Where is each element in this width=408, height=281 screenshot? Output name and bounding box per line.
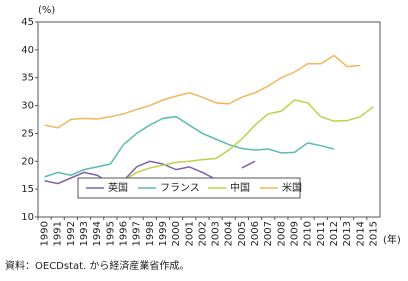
- x-tick-label: 2007: [263, 221, 274, 246]
- y-tick-label: 45: [21, 17, 34, 28]
- x-tick-label: 2011: [316, 221, 327, 246]
- y-unit: (%): [38, 5, 55, 16]
- x-tick-label: 1996: [119, 221, 130, 246]
- x-tick-label: 1999: [158, 221, 169, 246]
- x-tick-label: 2014: [355, 221, 366, 246]
- y-tick-label: 25: [21, 128, 34, 139]
- y-tick-label: 15: [21, 184, 34, 195]
- y-tick-label: 30: [21, 101, 34, 112]
- x-tick-label: 1994: [92, 221, 103, 246]
- x-tick-label: 2010: [303, 221, 314, 246]
- y-tick-label: 40: [21, 45, 34, 56]
- y-tick-label: 35: [21, 73, 34, 84]
- legend-label: 米国: [282, 181, 302, 194]
- legend-label: 英国: [108, 181, 128, 194]
- x-tick-label: 1990: [40, 221, 51, 246]
- line-series: [110, 99, 374, 185]
- line-series: [44, 160, 256, 185]
- x-tick-label: 2003: [211, 221, 222, 246]
- x-tick-label: 2012: [329, 221, 340, 246]
- line-series: [44, 115, 335, 178]
- y-tick-label: 10: [21, 212, 34, 223]
- x-unit: (年): [383, 233, 401, 246]
- legend-label: フランス: [160, 182, 200, 194]
- x-tick-label: 2015: [368, 221, 379, 246]
- x-tick-label: 1997: [132, 221, 143, 246]
- line-series: [44, 54, 361, 129]
- x-tick-label: 2006: [250, 221, 261, 246]
- legend-label: 中国: [230, 181, 250, 194]
- y-tick-label: 20: [21, 156, 34, 167]
- x-tick-label: 2005: [237, 221, 248, 246]
- x-tick-label: 2008: [276, 221, 287, 246]
- legend-box: [77, 177, 301, 199]
- x-tick-label: 2004: [224, 221, 235, 246]
- x-tick-label: 2002: [197, 221, 208, 246]
- x-tick-label: 1998: [145, 221, 156, 246]
- x-tick-label: 1993: [79, 221, 90, 246]
- x-tick-label: 2013: [342, 221, 353, 246]
- x-tick-label: 1992: [66, 221, 77, 246]
- x-tick-label: 2009: [290, 221, 301, 246]
- x-tick-label: 2001: [184, 221, 195, 246]
- x-tick-label: 2000: [171, 221, 182, 246]
- source-note: 資料：OECDstat. から経済産業省作成。: [5, 259, 189, 272]
- x-tick-label: 1991: [53, 221, 64, 246]
- x-tick-label: 1995: [105, 221, 116, 246]
